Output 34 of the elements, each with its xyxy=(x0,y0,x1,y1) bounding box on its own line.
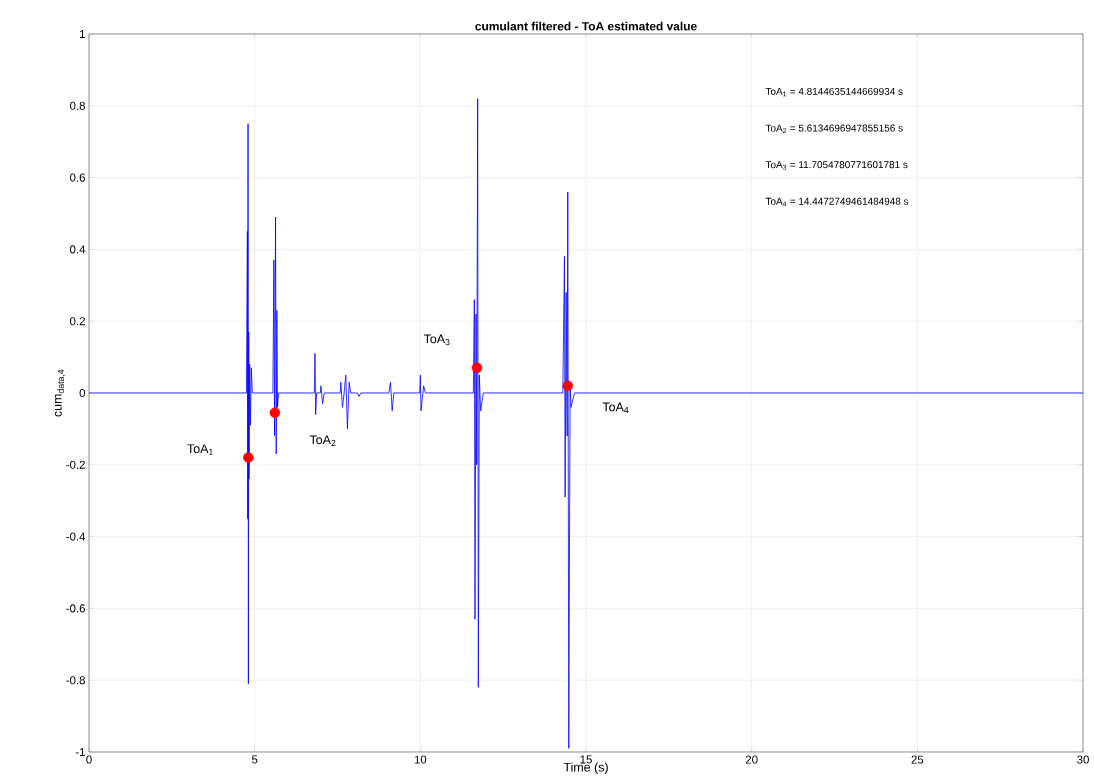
line-series xyxy=(89,98,1084,749)
point xyxy=(562,380,573,391)
y-tick-label: 0.2 xyxy=(70,317,85,326)
annotation: ToA$_{3}$ xyxy=(423,334,450,346)
y-tick-label: -0.2 xyxy=(66,460,85,469)
x-tick-label: 30 xyxy=(1077,755,1089,764)
x-tick-label: 5 xyxy=(251,755,258,764)
annotation: ToA$_{4}$ = 14.4472749461484948 s xyxy=(765,197,909,207)
y-tick-label: -0.6 xyxy=(66,604,85,613)
y-tick-label: 0 xyxy=(79,388,86,398)
annotation: ToA$_{3}$ = 11.7054780771601781 s xyxy=(765,161,908,170)
x-axis-title: Time (s) xyxy=(563,762,608,775)
y-tick-label: -1 xyxy=(75,748,85,756)
annotation: ToA$_{1}$ xyxy=(187,444,213,455)
y-axis-title: cum$_{data,4}$ xyxy=(54,369,65,417)
y-tick-label: 1 xyxy=(79,30,85,38)
y-tick-label: -0.4 xyxy=(66,532,86,541)
x-tick-label: 10 xyxy=(414,755,427,764)
x-tick-label: 15 xyxy=(580,755,592,764)
y-tick-label: 0.8 xyxy=(70,101,85,110)
annotation: ToA$_{4}$ xyxy=(602,402,629,414)
chart-title: cumulant filtered - ToA estimated value xyxy=(475,21,697,31)
annotation: ToA$_{2}$ = 5.6134696947855156 s xyxy=(765,124,903,133)
x-tick-label: 20 xyxy=(745,755,758,764)
x-tick-label: 0 xyxy=(86,755,92,764)
y-tick-label: -0.8 xyxy=(66,676,85,685)
annotation: ToA$_{1}$ = 4.8144635144669934 s xyxy=(765,87,903,97)
x-tick-label: 25 xyxy=(911,755,924,764)
point xyxy=(471,362,483,374)
point xyxy=(269,407,281,418)
y-tick-label: 0.4 xyxy=(70,245,86,254)
annotation: ToA$_{2}$ xyxy=(309,435,336,446)
point xyxy=(243,452,254,463)
y-tick-label: 0.6 xyxy=(70,173,85,182)
